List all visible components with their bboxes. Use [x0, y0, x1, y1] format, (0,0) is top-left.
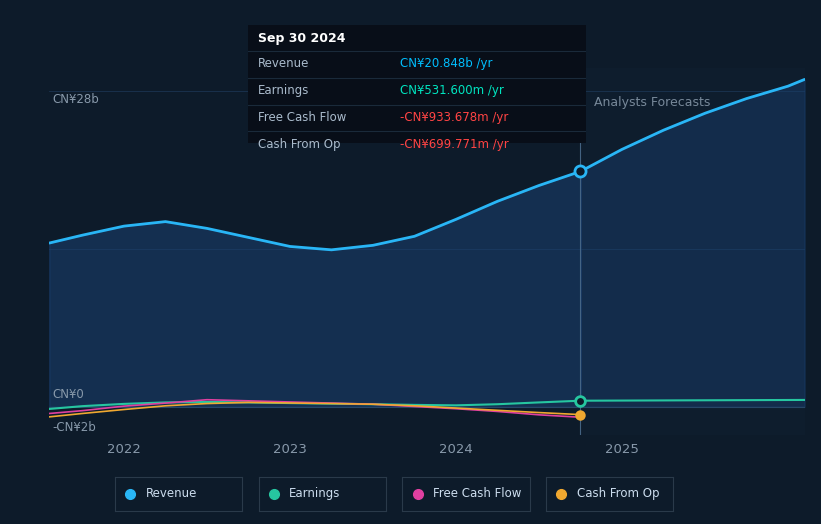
Text: Cash From Op: Cash From Op	[576, 487, 659, 500]
Text: CN¥0: CN¥0	[53, 388, 85, 401]
Text: CN¥531.600m /yr: CN¥531.600m /yr	[400, 84, 504, 97]
Text: -CN¥933.678m /yr: -CN¥933.678m /yr	[400, 111, 508, 124]
Text: CN¥28b: CN¥28b	[53, 93, 99, 106]
Text: Free Cash Flow: Free Cash Flow	[258, 111, 346, 124]
Text: Cash From Op: Cash From Op	[258, 138, 341, 151]
Text: -CN¥2b: -CN¥2b	[53, 421, 96, 433]
Text: Revenue: Revenue	[145, 487, 197, 500]
Text: Earnings: Earnings	[289, 487, 341, 500]
Text: -CN¥699.771m /yr: -CN¥699.771m /yr	[400, 138, 509, 151]
Text: Sep 30 2024: Sep 30 2024	[258, 32, 346, 45]
Text: Revenue: Revenue	[258, 57, 310, 70]
Text: Free Cash Flow: Free Cash Flow	[433, 487, 521, 500]
Bar	[580, 68, 805, 435]
Text: Analysts Forecasts: Analysts Forecasts	[594, 96, 710, 110]
Text: Past: Past	[544, 96, 574, 110]
Text: Earnings: Earnings	[258, 84, 310, 97]
Text: CN¥20.848b /yr: CN¥20.848b /yr	[400, 57, 493, 70]
